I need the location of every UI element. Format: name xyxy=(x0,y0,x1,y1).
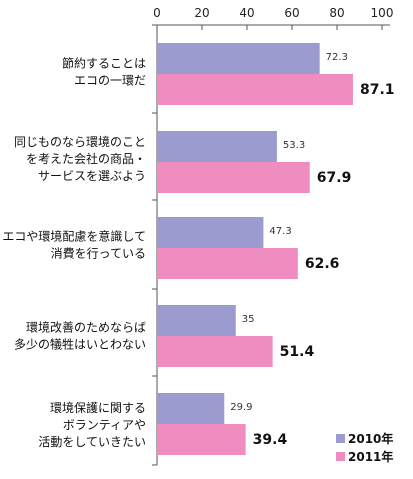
x-tick-label: 100 xyxy=(371,6,394,20)
x-axis-ticks: 0 20 40 60 80 100 xyxy=(153,6,393,20)
category-label: 多少の犠牲はいとわない xyxy=(14,337,146,352)
category-label: エコの一環だ xyxy=(74,74,146,88)
data-label-2010: 72.3 xyxy=(326,52,348,63)
category-label: 活動をしていきたい xyxy=(38,435,146,449)
category-label: 消費を行っている xyxy=(51,246,146,261)
x-tick-label: 20 xyxy=(194,6,209,20)
category-label: サービスを選ぶよう xyxy=(38,169,146,183)
bars xyxy=(157,43,353,455)
category-label: エコや環境配慮を意識して xyxy=(2,229,146,244)
data-label-2011: 39.4 xyxy=(253,432,288,448)
category-label: 節約することは xyxy=(62,56,146,71)
data-label-2011: 67.9 xyxy=(317,170,352,186)
legend-swatch xyxy=(336,434,345,443)
data-label-2010: 47.3 xyxy=(269,226,291,237)
data-label-2011: 62.6 xyxy=(305,256,340,272)
category-label: 環境改善のためならば xyxy=(26,320,146,335)
data-labels: 72.3 87.1 53.3 67.9 47.3 62.6 35 51.4 29.9 39.4 xyxy=(230,52,394,448)
bar-2010 xyxy=(157,131,277,162)
x-tick-label: 80 xyxy=(329,6,344,20)
category-label: 同じものなら環境のこと xyxy=(14,134,146,149)
legend-label: 2011年 xyxy=(348,449,393,464)
data-label-2011: 51.4 xyxy=(280,344,315,360)
bar-2011 xyxy=(157,74,353,105)
bar-2010 xyxy=(157,43,320,74)
category-label: 環境保護に関する xyxy=(50,400,146,415)
data-label-2010: 29.9 xyxy=(230,402,252,413)
x-tick-label: 40 xyxy=(239,6,254,20)
legend-swatch xyxy=(336,452,345,461)
bar-2011 xyxy=(157,248,298,279)
bar-2010 xyxy=(157,393,225,424)
bar-2011 xyxy=(157,162,310,193)
bar-2010 xyxy=(157,217,264,248)
x-tick-label: 60 xyxy=(284,6,299,20)
x-tick-label: 0 xyxy=(153,6,161,20)
data-label-2011: 87.1 xyxy=(360,82,395,98)
category-labels: 節約することはエコの一環だ同じものなら環境のことを考えた会社の商品・サービスを選… xyxy=(2,56,146,450)
legend-label: 2010年 xyxy=(348,431,393,446)
bar-2010 xyxy=(157,305,236,336)
bar-2011 xyxy=(157,336,273,367)
bar-2011 xyxy=(157,424,246,455)
legend: 2010年 2011年 xyxy=(336,431,393,464)
category-label: ボランティアや xyxy=(63,418,146,432)
data-label-2010: 35 xyxy=(242,314,255,325)
category-label: を考えた会社の商品・ xyxy=(26,151,146,166)
data-label-2010: 53.3 xyxy=(283,140,305,151)
